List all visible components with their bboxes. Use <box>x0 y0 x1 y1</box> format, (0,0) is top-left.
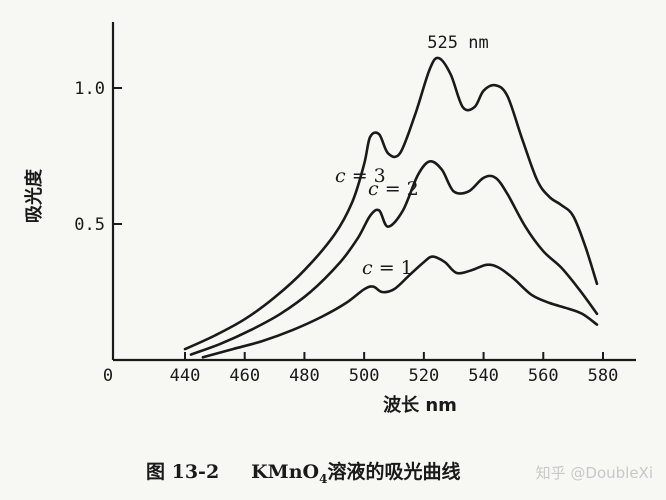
x-tick-label: 500 <box>349 366 380 386</box>
y-axis-title: 吸光度 <box>23 168 45 223</box>
watermark-text: 知乎 @DoubleXi <box>536 464 653 482</box>
x-tick-label: 540 <box>468 366 499 386</box>
caption-compound: KMnO <box>251 461 319 483</box>
series-label-c1: c = 1 <box>362 257 413 279</box>
x-tick-label: 560 <box>528 366 559 386</box>
x-ticks: 440 460 480 500 520 540 560 580 <box>170 352 619 386</box>
x-tick-label: 460 <box>229 366 260 386</box>
series-label-c2: c = 2 <box>368 178 419 200</box>
peak-annotation: 525 nm <box>427 33 488 53</box>
caption-description: 溶液的吸光曲线 <box>327 460 460 483</box>
x-tick-label: 480 <box>289 366 320 386</box>
series-label-c3: c = 3 <box>335 165 386 187</box>
x-origin-label: 0 <box>103 366 113 386</box>
caption-figure-number: 图 13-2 <box>146 461 219 483</box>
series-line-c1 <box>201 255 599 359</box>
x-tick-label: 520 <box>408 366 439 386</box>
y-tick-label: 1.0 <box>74 79 105 99</box>
y-ticks: 0.5 1.0 <box>74 79 122 235</box>
figure-caption: 图 13-2 KMnO4溶液的吸光曲线 <box>146 460 460 486</box>
x-axis-title: 波长 nm <box>383 394 457 416</box>
y-tick-label: 0.5 <box>74 215 105 235</box>
series-line-c2 <box>189 159 599 356</box>
curves <box>183 56 599 359</box>
x-tick-label: 440 <box>170 366 201 386</box>
series-line-c3 <box>183 56 599 351</box>
caption-subscript: 4 <box>319 472 327 486</box>
x-tick-label: 580 <box>588 366 619 386</box>
